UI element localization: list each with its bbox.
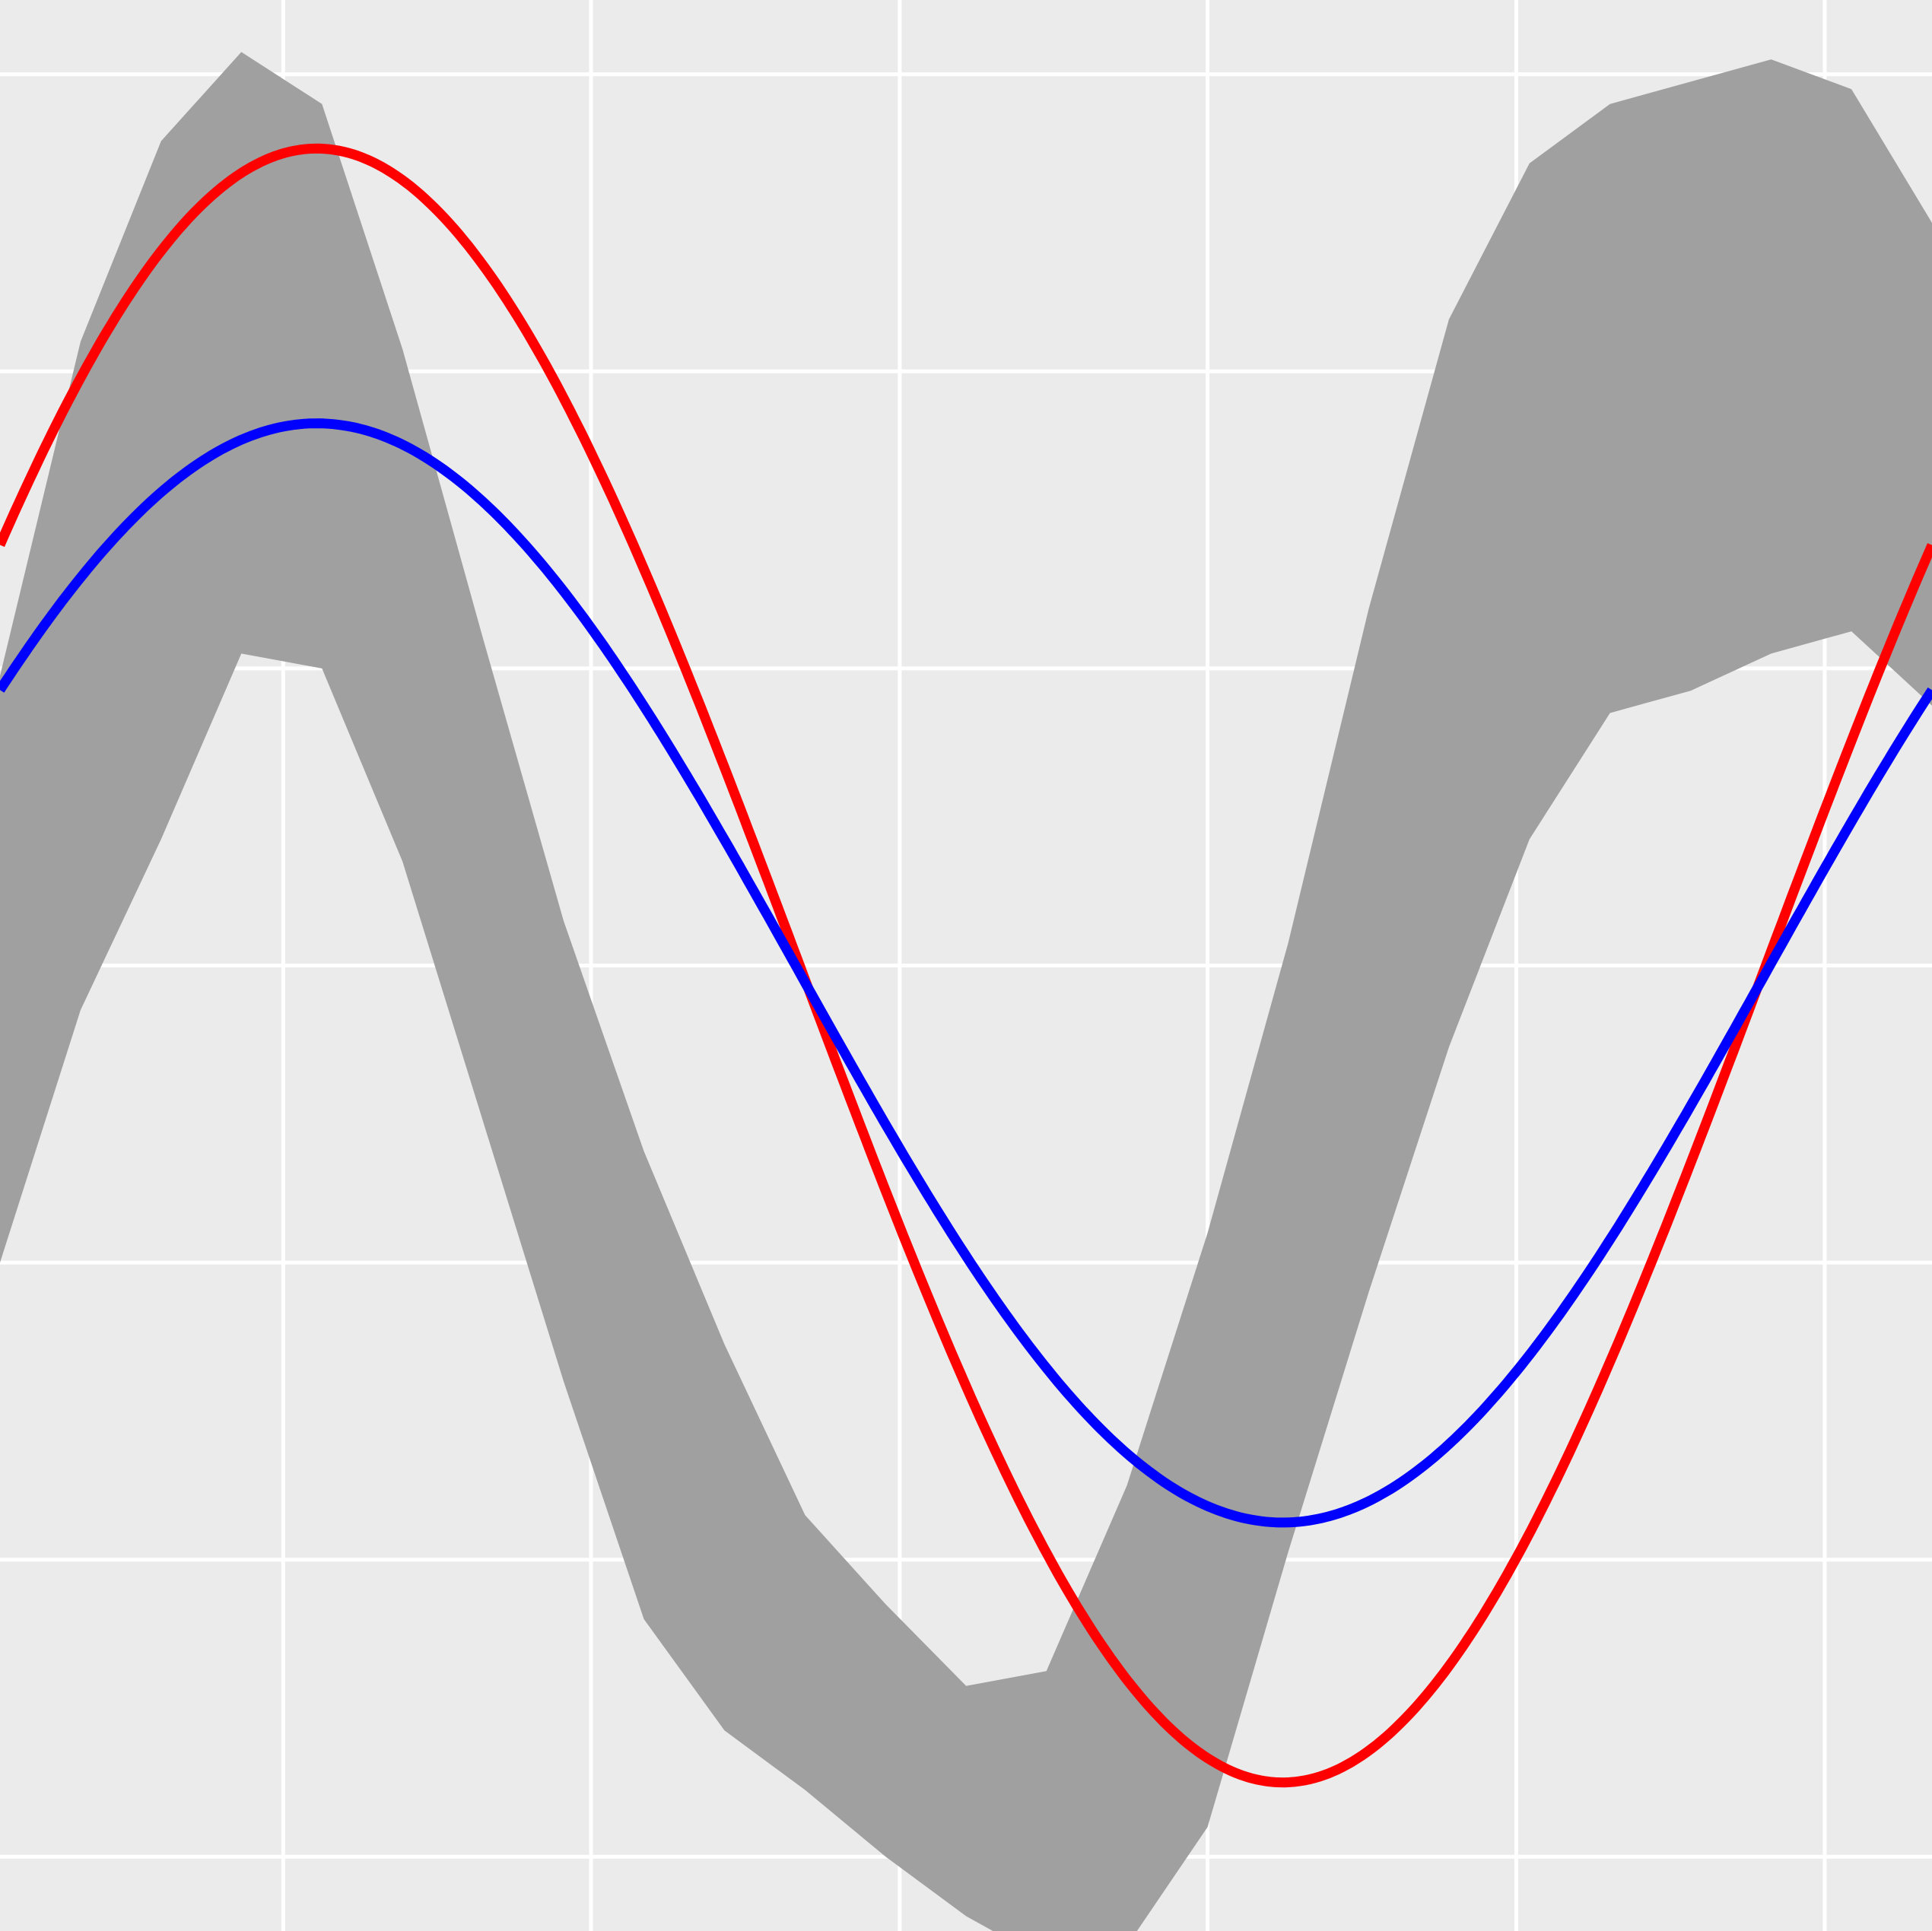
series-line-0 bbox=[0, 143, 1932, 1788]
series-lines bbox=[0, 143, 1932, 1788]
confidence-band bbox=[0, 52, 1932, 1931]
series-line-1 bbox=[0, 418, 1932, 1528]
